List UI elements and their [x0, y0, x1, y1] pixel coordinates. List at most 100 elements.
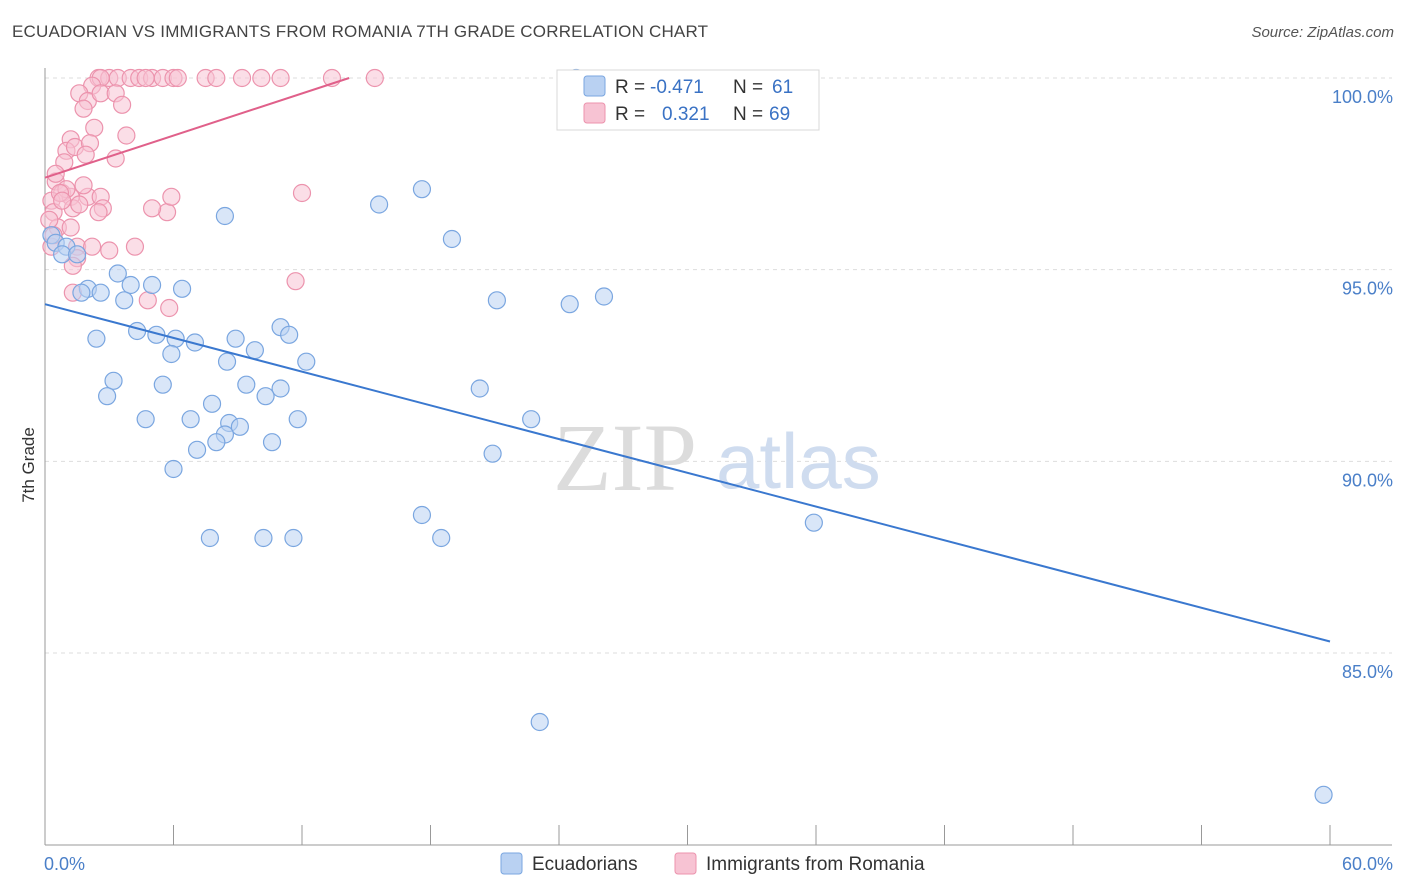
romania-point — [271, 68, 290, 88]
romania-point — [157, 203, 177, 222]
romania-point — [40, 210, 59, 229]
ecuadorians-point — [121, 275, 140, 295]
romania-point — [70, 195, 89, 214]
trend-line-ecuadorians — [44, 303, 1331, 643]
legend-n-label-0: N = — [733, 77, 763, 98]
y-axis-label: 7th Grade — [19, 427, 38, 503]
trend-line-romania — [44, 77, 350, 179]
romania-point — [89, 203, 108, 222]
romania-point — [83, 237, 102, 256]
legend-n-value-1: 69 — [769, 104, 790, 125]
y-tick-label: 95.0% — [1342, 279, 1393, 299]
legend-swatch-ecuadorians — [583, 75, 606, 97]
ecuadorians-point — [202, 394, 222, 413]
romania-point — [112, 95, 132, 114]
ecuadorians-point — [127, 321, 147, 341]
romania-point — [61, 218, 80, 237]
ecuadorians-point — [237, 375, 256, 394]
ecuadorians-point — [136, 410, 155, 429]
ecuadorians-point — [271, 379, 290, 398]
romania-point — [117, 126, 136, 145]
romania-point — [160, 298, 179, 318]
romania-point — [136, 68, 155, 88]
romania-point — [142, 199, 162, 218]
romania-point — [74, 176, 93, 195]
ecuadorians-point — [104, 371, 123, 390]
ecuadorians-point — [200, 528, 220, 548]
ecuadorians-point — [181, 410, 200, 429]
romania-point — [232, 68, 252, 88]
series-romania-points — [40, 68, 384, 318]
ecuadorians-point — [187, 440, 207, 459]
ecuadorians-point — [115, 291, 134, 310]
romania-point — [292, 183, 312, 203]
x-tick-label: 60.0% — [1342, 854, 1393, 874]
ecuadorians-point — [412, 505, 432, 525]
watermark: ZIP atlas — [553, 404, 881, 511]
romania-point — [125, 237, 145, 256]
ecuadorians-point — [487, 291, 506, 310]
ecuadorians-point — [226, 329, 245, 348]
romania-point — [85, 118, 104, 137]
x-tick-label: 0.0% — [44, 854, 85, 874]
axes — [44, 68, 1392, 846]
romania-point — [74, 99, 93, 118]
ecuadorians-point — [162, 344, 181, 364]
romania-point — [365, 68, 384, 88]
ecuadorians-point — [594, 287, 614, 306]
ecuadorians-point — [442, 229, 462, 249]
romania-point — [207, 68, 226, 88]
ecuadorians-point — [280, 325, 299, 344]
y-tick-label: 100.0% — [1332, 87, 1393, 107]
ecuadorians-point — [470, 379, 489, 398]
ecuadorians-point — [87, 329, 106, 348]
romania-point — [76, 145, 95, 164]
romania-point — [168, 68, 187, 88]
ecuadorians-point — [288, 410, 307, 429]
ecuadorians-point — [72, 283, 91, 302]
ecuadorians-point — [560, 295, 579, 314]
ecuadorians-point — [68, 245, 87, 264]
watermark-zip: ZIP — [553, 404, 697, 511]
romania-point — [106, 149, 125, 168]
ecuadorians-point — [172, 279, 192, 298]
ecuadorians-point — [108, 264, 127, 283]
legend-r-value-0: -0.471 — [650, 77, 704, 98]
ecuadorians-point — [164, 459, 183, 479]
legend-key-ecuadorians — [500, 852, 523, 875]
ecuadorians-point — [98, 387, 117, 406]
correlation-legend: R = -0.471 N = 61 R = 0.321 N = 69 — [556, 69, 820, 131]
ecuadorians-point — [245, 341, 264, 360]
ecuadorians-point — [256, 387, 275, 406]
ecuadorians-point — [522, 410, 541, 429]
romania-point — [162, 187, 181, 206]
ecuadorians-point — [230, 417, 249, 436]
grid-lines — [45, 77, 1392, 654]
source-note: Source: ZipAtlas.com — [1251, 24, 1394, 41]
y-tick-labels: 85.0% 90.0% 95.0% 100.0% — [1332, 87, 1393, 682]
ecuadorians-point — [370, 195, 389, 214]
ecuadorians-point — [142, 275, 162, 295]
ecuadorians-point — [432, 528, 451, 548]
ecuadorians-point — [207, 433, 226, 452]
romania-point — [286, 272, 305, 291]
ecuadorians-point — [91, 283, 110, 302]
romania-point — [138, 291, 157, 310]
ecuadorians-point — [215, 206, 234, 226]
legend-r-value-1: 0.321 — [662, 104, 710, 125]
legend-r-label-1: R = — [615, 104, 645, 125]
x-tick-labels: 0.0% 60.0% — [44, 854, 1393, 874]
legend-swatch-romania — [583, 102, 606, 124]
ecuadorians-point — [254, 528, 273, 548]
ecuadorians-point — [262, 433, 282, 452]
watermark-atlas: atlas — [716, 417, 881, 505]
ecuadorians-point — [217, 352, 237, 371]
ecuadorians-point — [483, 444, 502, 463]
legend-key-romania — [674, 852, 697, 875]
y-tick-label: 85.0% — [1342, 662, 1393, 682]
ecuadorians-point — [530, 712, 549, 732]
ecuadorians-point — [412, 180, 432, 199]
romania-point — [252, 68, 271, 88]
romania-point — [53, 191, 72, 210]
